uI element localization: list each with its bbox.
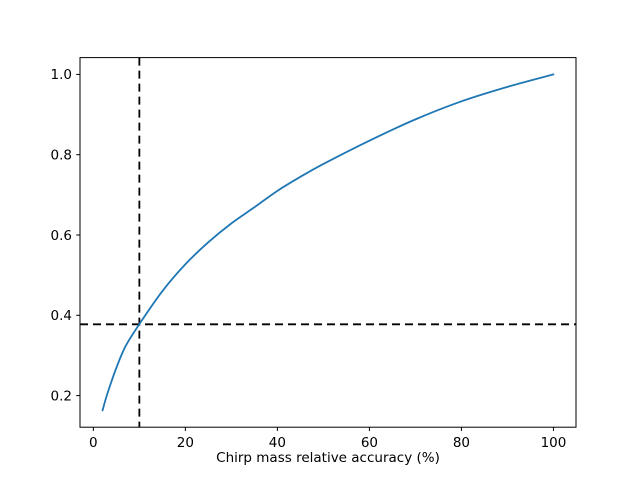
y-tick-label: 0.4 [51,308,72,324]
x-tick-label: 40 [269,435,286,451]
plot-area: 0 20 40 60 80 100 0.2 0.4 0.6 0.8 1.0 [51,57,577,451]
y-tick-label: 1.0 [51,67,72,83]
axes-spines [79,57,577,428]
x-tick-label: 20 [177,435,194,451]
y-tick-label: 0.2 [51,388,72,404]
x-tick-label: 0 [89,435,98,451]
x-tick-label: 80 [453,435,470,451]
x-tick-label: 60 [361,435,378,451]
data-series-line [101,73,555,412]
y-tick-label: 0.6 [51,228,72,244]
x-axis-label: Chirp mass relative accuracy (%) [216,450,440,466]
y-tick-label: 0.8 [51,148,72,164]
x-tick-label: 100 [541,435,567,451]
